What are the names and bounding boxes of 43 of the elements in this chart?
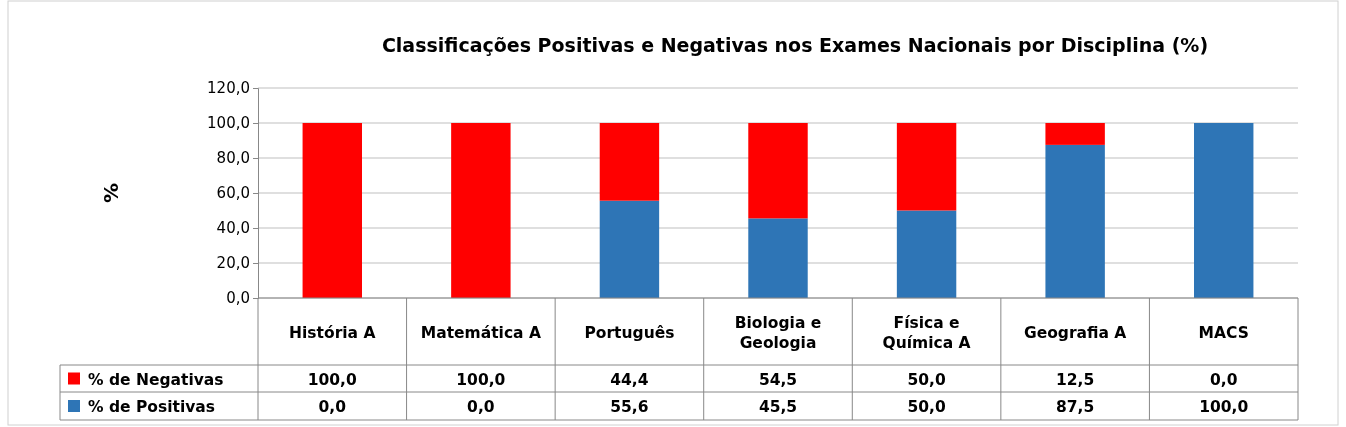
data-label: 45,5 xyxy=(758,398,798,416)
x-tick-label: Geografia A xyxy=(1023,323,1127,342)
data-label: 54,5 xyxy=(758,370,798,389)
x-tick-label: Matemática A xyxy=(420,323,541,342)
x-tick-label: História A xyxy=(289,323,376,342)
x-tick-label: Biologia e Geologia xyxy=(734,313,822,352)
data-label: 100,0 xyxy=(456,370,506,389)
legend-label: % de Negativas xyxy=(88,370,224,389)
bar xyxy=(599,123,660,201)
bar xyxy=(599,200,660,298)
data-label: 0,0 xyxy=(318,398,347,416)
bar xyxy=(1194,123,1254,298)
y-axis-title: % xyxy=(99,182,123,204)
bar xyxy=(1045,144,1105,298)
chart-title: Classificações Positivas e Negativas nos Exames Nacionais por Disciplina (%) xyxy=(381,34,1209,56)
bar xyxy=(896,210,957,298)
legend-label: % de Positivas xyxy=(88,398,215,416)
data-label: 100,0 xyxy=(1199,398,1249,416)
data-label: 44,4 xyxy=(610,370,649,389)
data-label: 100,0 xyxy=(307,370,358,389)
y-tick-label: 0,0 xyxy=(226,289,250,308)
data-label: 87,5 xyxy=(1056,398,1095,416)
bar xyxy=(896,123,957,211)
bar xyxy=(748,123,808,219)
data-label: 12,5 xyxy=(1056,370,1095,389)
bar xyxy=(1045,123,1105,145)
y-tick-label: 100,0 xyxy=(207,114,250,133)
y-tick-label: 80,0 xyxy=(216,149,250,168)
data-label: 55,6 xyxy=(610,398,649,416)
bar xyxy=(451,123,511,298)
y-tick-label: 120,0 xyxy=(207,79,250,98)
x-tick-label: Português xyxy=(584,323,675,342)
y-tick-label: 20,0 xyxy=(216,254,250,273)
data-label: 0,0 xyxy=(467,398,495,416)
x-tick-label: MACS xyxy=(1198,323,1249,342)
bar xyxy=(302,123,362,298)
data-label: 0,0 xyxy=(1209,370,1238,389)
data-label: 50,0 xyxy=(907,398,946,416)
x-tick-label: Física e Química A xyxy=(882,313,971,352)
data-label: 50,0 xyxy=(907,370,946,389)
bar xyxy=(748,218,808,298)
y-tick-label: 40,0 xyxy=(216,219,250,238)
y-tick-label: 60,0 xyxy=(216,184,250,203)
